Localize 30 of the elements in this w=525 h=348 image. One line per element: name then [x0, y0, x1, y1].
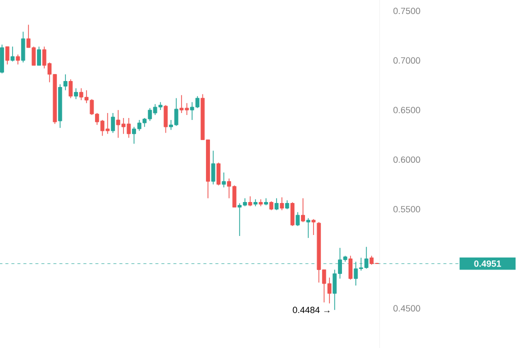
candlestick — [306, 218, 310, 238]
y-tick-label: 0.4500 — [393, 305, 420, 312]
candlestick — [312, 218, 316, 236]
y-tick-label: 0.6000 — [393, 156, 420, 163]
y-tick-label: 0.5500 — [393, 206, 420, 212]
y-tick-label: 0.7000 — [393, 57, 420, 64]
candlestick — [5, 46, 10, 65]
candlestick — [21, 31, 26, 63]
candlestick — [68, 78, 73, 99]
y-tick-label: 0.7500 — [393, 8, 420, 14]
candlestick — [10, 46, 15, 62]
candlestick — [110, 112, 115, 134]
candlestick — [37, 46, 41, 66]
candlestick — [211, 150, 216, 185]
candlestick — [296, 212, 300, 226]
candlestick — [164, 104, 168, 134]
candlestick — [16, 54, 20, 65]
candlestick — [248, 196, 252, 207]
candlestick — [216, 162, 221, 186]
candlestick — [280, 196, 284, 211]
candlestick — [222, 172, 226, 188]
candlestick — [274, 198, 279, 211]
candlestick — [74, 88, 78, 100]
candlestick — [290, 202, 294, 226]
candlestick — [63, 74, 68, 91]
candlestick — [348, 255, 353, 280]
annotation: 0.4484 → — [292, 306, 330, 314]
ref-line-label: 0.4951 — [474, 260, 502, 267]
candlestick — [301, 198, 305, 222]
y-tick-label: 0.6500 — [393, 106, 420, 114]
